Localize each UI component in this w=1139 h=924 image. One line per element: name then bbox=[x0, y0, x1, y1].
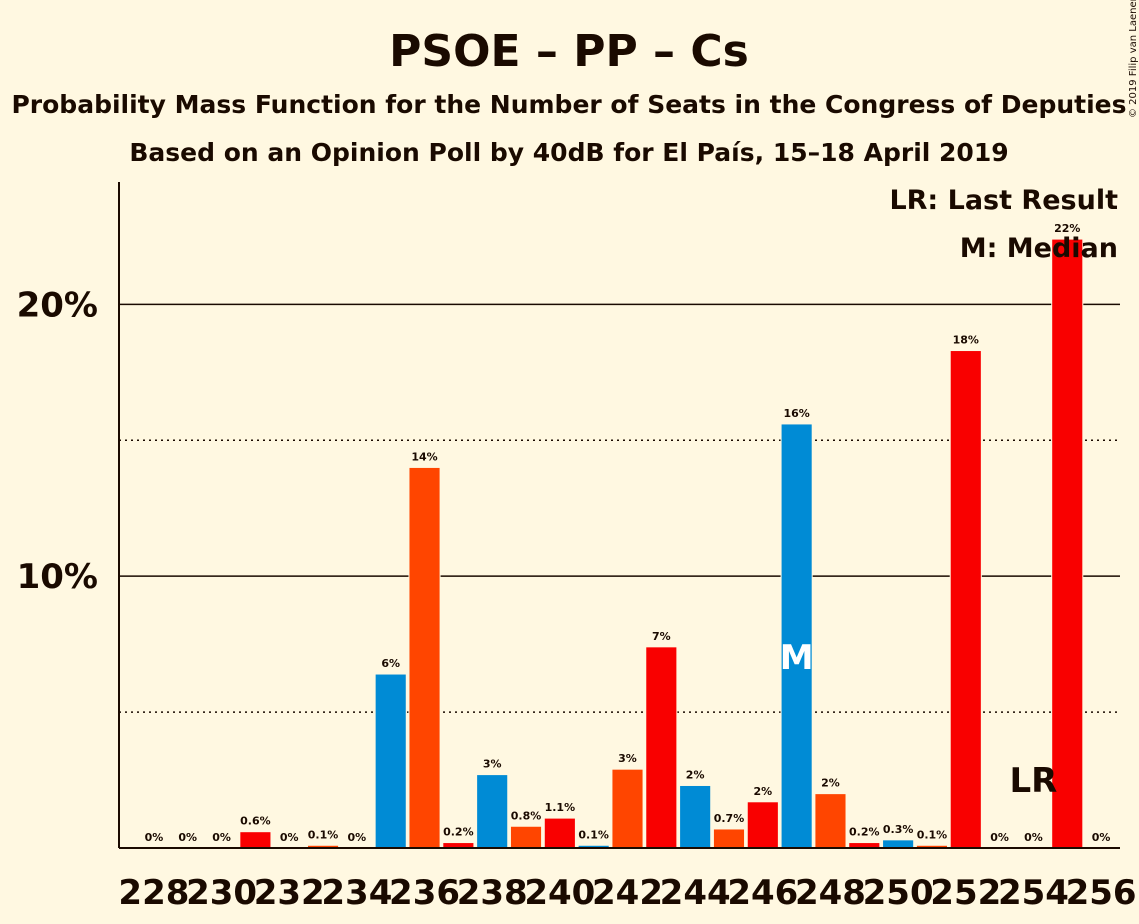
x-tick-label: 234 bbox=[321, 873, 392, 913]
bar-240 bbox=[543, 817, 576, 849]
bar-245 bbox=[712, 828, 746, 849]
bar-244 bbox=[679, 784, 712, 849]
x-tick-label: 248 bbox=[795, 873, 866, 913]
data-label-234: 0% bbox=[348, 831, 367, 844]
markers-group: M LR bbox=[780, 638, 1058, 801]
data-label-246: 2% bbox=[753, 785, 772, 798]
bar-236 bbox=[408, 466, 441, 849]
copyright-text: © 2019 Filip van Laenen bbox=[1128, 0, 1139, 118]
x-tick-label: 254 bbox=[998, 873, 1069, 913]
x-tick-label: 242 bbox=[592, 873, 663, 913]
data-label-230: 0% bbox=[212, 831, 231, 844]
last-result-marker: LR bbox=[1010, 761, 1058, 801]
bar-250 bbox=[882, 839, 915, 849]
data-label-228: 0% bbox=[145, 831, 164, 844]
bar-255 bbox=[1051, 238, 1084, 849]
chart-subtitle-2: Based on an Opinion Poll by 40dB for El … bbox=[129, 138, 1008, 167]
data-label-238: 3% bbox=[483, 758, 502, 771]
data-label-245: 0.7% bbox=[714, 812, 745, 825]
chart-title: PSOE – PP – Cs bbox=[389, 26, 749, 77]
data-label-251: 0.1% bbox=[917, 828, 948, 841]
bar-248 bbox=[814, 793, 847, 849]
data-label-252: 18% bbox=[953, 334, 979, 347]
data-label-241: 0.1% bbox=[578, 828, 609, 841]
data-label-229: 0% bbox=[178, 831, 197, 844]
data-label-237: 0.2% bbox=[443, 826, 474, 839]
bar-242 bbox=[611, 768, 644, 849]
data-label-248: 2% bbox=[821, 777, 840, 790]
bars-group bbox=[239, 238, 1084, 849]
x-tick-label: 230 bbox=[186, 873, 257, 913]
chart-subtitle: Probability Mass Function for the Number… bbox=[11, 90, 1126, 119]
data-label-253: 0% bbox=[990, 831, 1009, 844]
data-label-254: 0% bbox=[1024, 831, 1043, 844]
bar-247 bbox=[780, 423, 813, 849]
x-tick-label: 256 bbox=[1066, 873, 1137, 913]
y-tick-label: 20% bbox=[17, 285, 98, 325]
legend-last-result: LR: Last Result bbox=[889, 185, 1118, 216]
bar-235 bbox=[374, 673, 407, 849]
x-tick-label: 246 bbox=[727, 873, 798, 913]
x-tick-label: 238 bbox=[457, 873, 528, 913]
bar-246 bbox=[746, 801, 779, 849]
data-label-232: 0% bbox=[280, 831, 299, 844]
x-tick-label: 244 bbox=[660, 873, 731, 913]
x-ticks-group: 2282302322342362382402422442462482502522… bbox=[118, 873, 1136, 913]
data-label-242: 3% bbox=[618, 752, 637, 765]
x-tick-label: 228 bbox=[118, 873, 189, 913]
x-tick-label: 232 bbox=[254, 873, 325, 913]
data-label-236: 14% bbox=[411, 450, 437, 463]
bar-243 bbox=[645, 646, 678, 849]
data-label-256: 0% bbox=[1092, 831, 1111, 844]
y-ticks-group: 10% 20% bbox=[17, 285, 98, 597]
bar-238 bbox=[476, 774, 509, 849]
data-label-239: 0.8% bbox=[511, 809, 542, 822]
data-label-231: 0.6% bbox=[240, 815, 271, 828]
x-tick-label: 240 bbox=[524, 873, 595, 913]
x-tick-label: 252 bbox=[930, 873, 1001, 913]
x-tick-label: 250 bbox=[863, 873, 934, 913]
data-label-244: 2% bbox=[686, 768, 705, 781]
data-labels-group: 0% 0% 0% 0.6% 0% 0.1% 0% 6% 14% 0.2% 3% 0.8%1.1% 0.1… bbox=[145, 222, 1111, 844]
data-label-243: 7% bbox=[652, 630, 671, 643]
data-label-240: 1.1% bbox=[545, 801, 576, 814]
median-marker: M bbox=[780, 638, 814, 678]
data-label-250: 0.3% bbox=[883, 823, 914, 836]
y-tick-label: 10% bbox=[17, 557, 98, 597]
legend-median: M: Median bbox=[960, 233, 1118, 264]
data-label-235: 6% bbox=[381, 657, 400, 670]
data-label-233: 0.1% bbox=[308, 828, 339, 841]
bar-239 bbox=[509, 825, 543, 849]
bar-252 bbox=[949, 350, 982, 849]
x-tick-label: 236 bbox=[389, 873, 460, 913]
bar-231 bbox=[239, 831, 272, 849]
data-label-247: 16% bbox=[783, 407, 809, 420]
data-label-255: 22% bbox=[1054, 222, 1080, 235]
data-label-249: 0.2% bbox=[849, 826, 880, 839]
